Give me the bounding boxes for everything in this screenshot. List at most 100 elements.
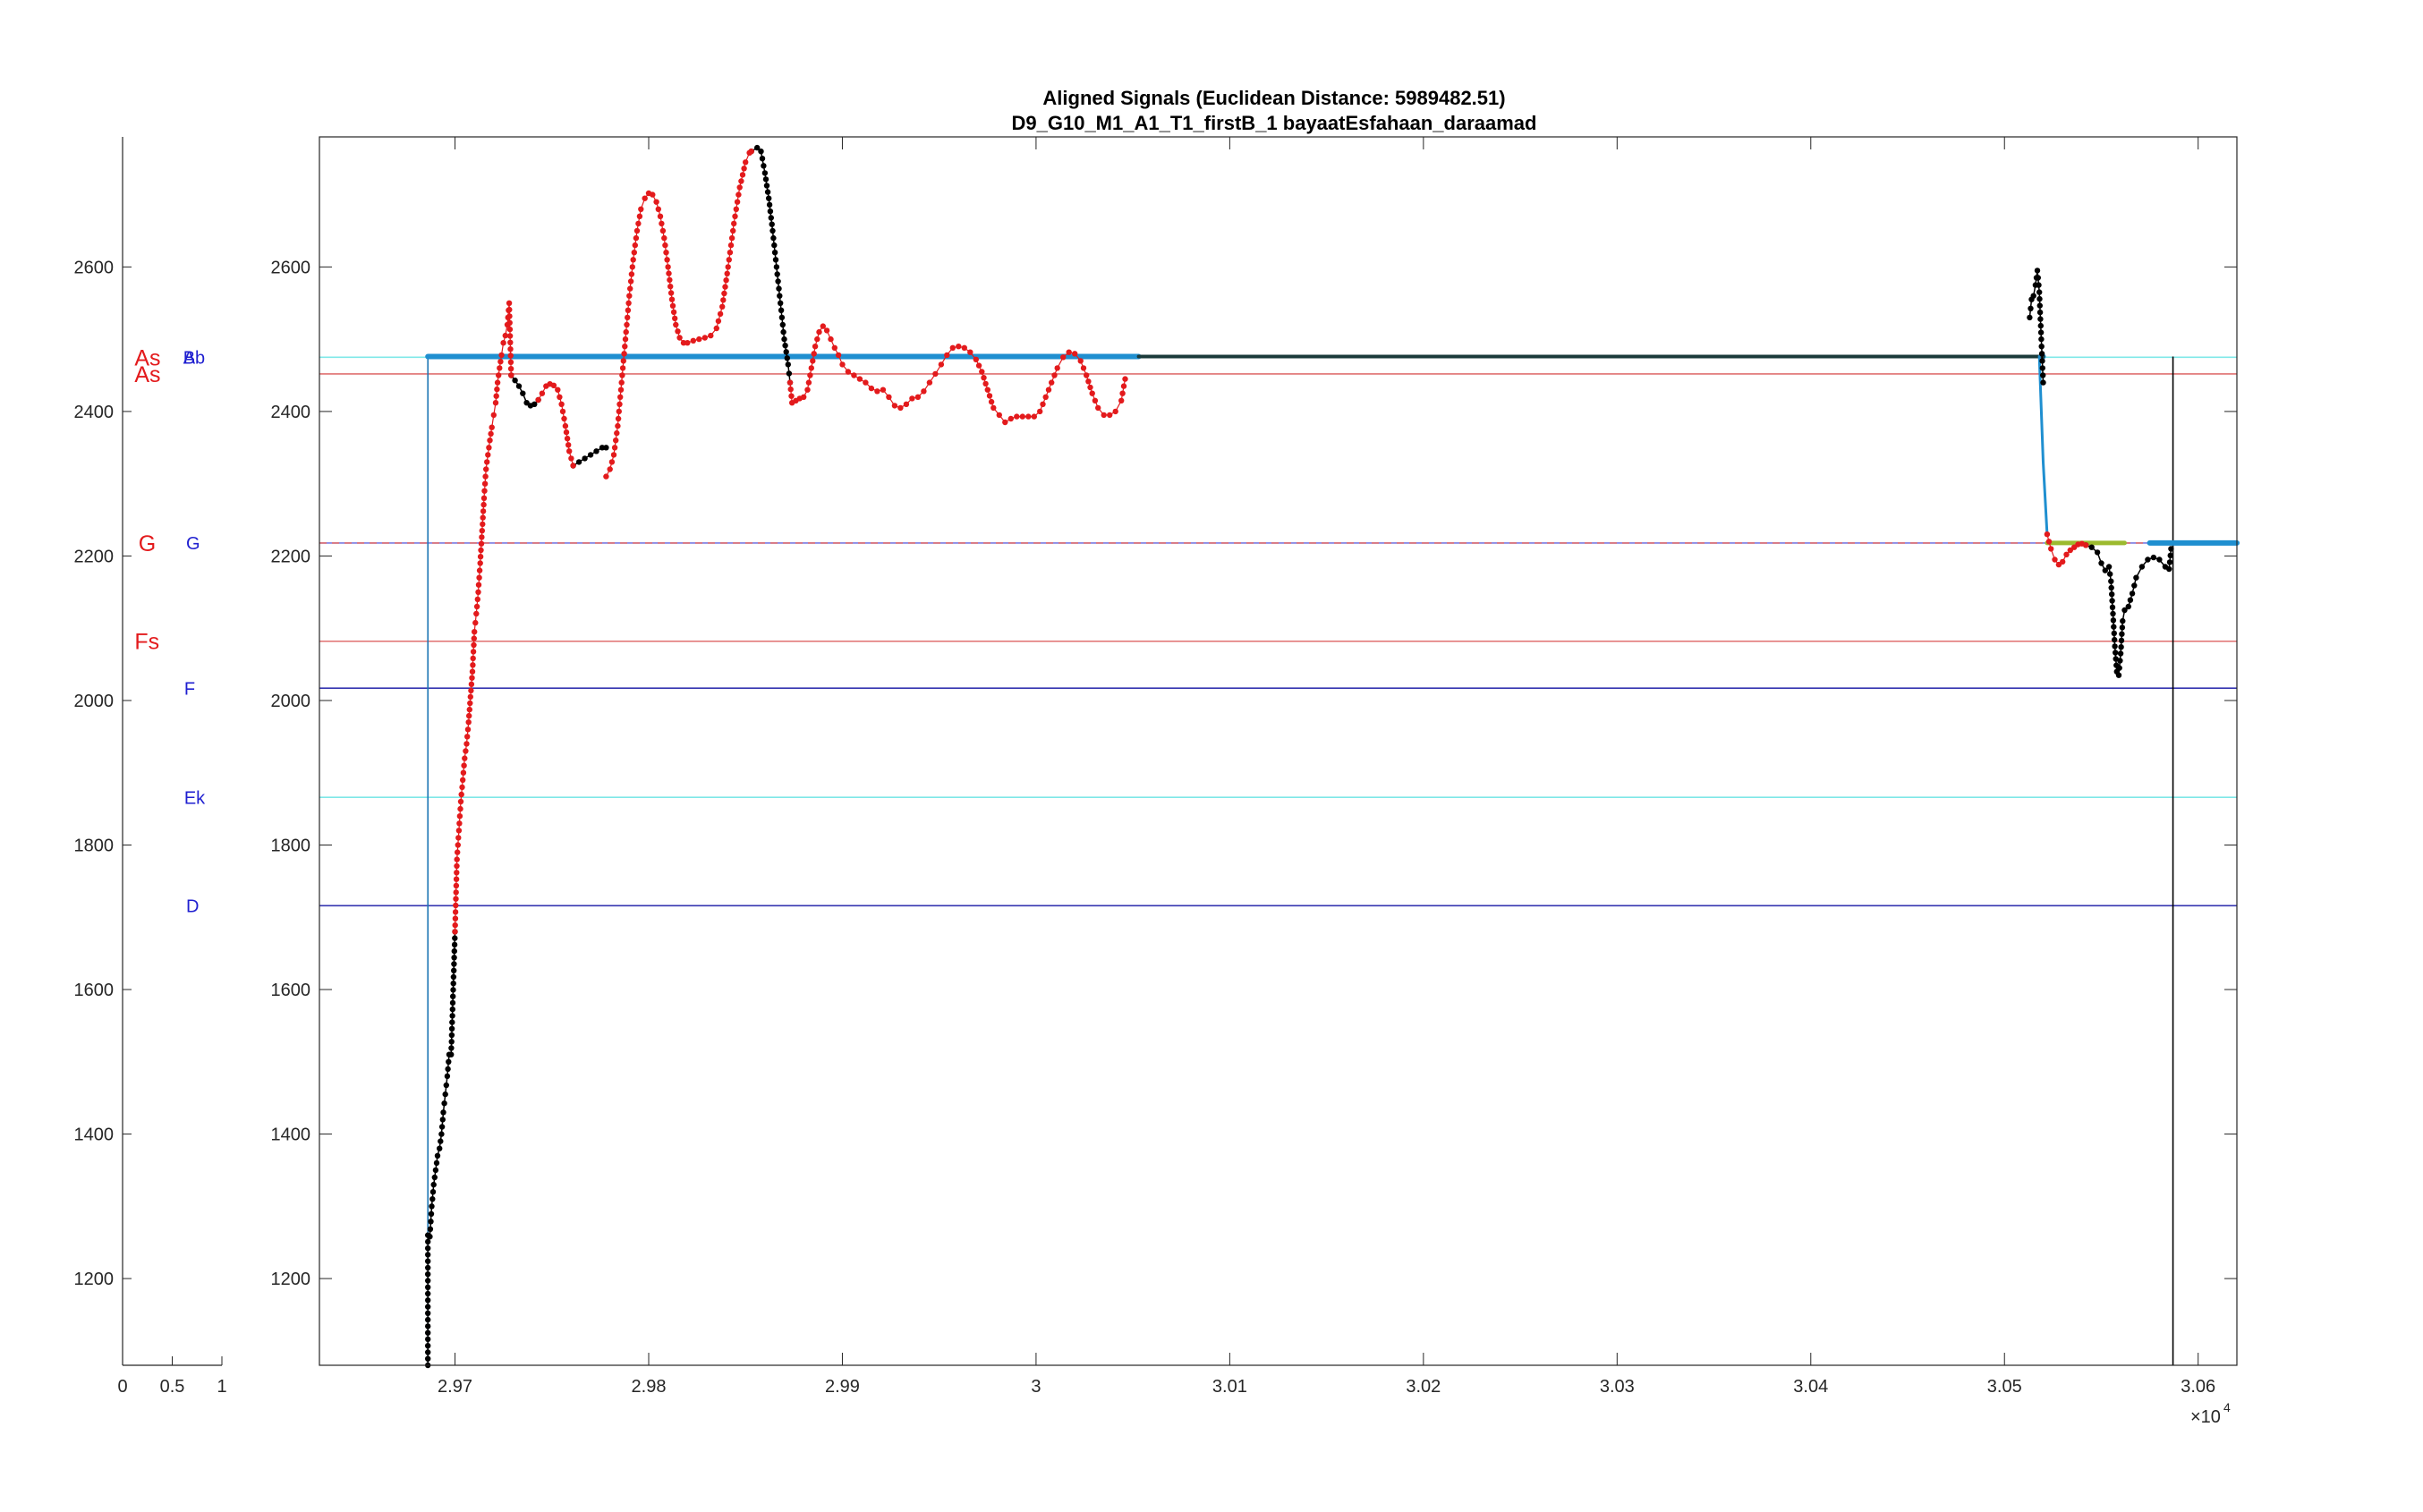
- data-point: [1049, 379, 1055, 386]
- data-point: [625, 307, 632, 313]
- data-point: [2040, 372, 2046, 378]
- data-point: [2094, 549, 2101, 556]
- data-point: [2156, 556, 2163, 563]
- data-point: [429, 1196, 436, 1202]
- data-point: [615, 415, 622, 422]
- data-point: [502, 332, 508, 339]
- data-point: [863, 379, 869, 386]
- data-point: [2105, 564, 2113, 570]
- note-label: D: [186, 897, 199, 917]
- data-point: [775, 278, 781, 285]
- data-point: [480, 514, 486, 521]
- data-point: [629, 264, 635, 270]
- data-point: [562, 422, 569, 429]
- data-point: [784, 355, 790, 361]
- data-point: [770, 234, 777, 242]
- data-point: [622, 344, 628, 350]
- data-point: [507, 339, 514, 345]
- data-point: [1045, 386, 1052, 393]
- data-point: [719, 303, 726, 310]
- main-axes: 1200 1400 1600 1800 2000 2200 2400 2600 2.97 2.98…: [271, 136, 2238, 1397]
- data-point: [497, 359, 504, 365]
- data-point: [2052, 556, 2058, 563]
- data-point: [448, 1025, 455, 1032]
- data-point: [2116, 665, 2122, 671]
- data-point: [613, 437, 619, 444]
- data-point: [816, 328, 822, 336]
- left-y-tick-label: 2600: [74, 258, 115, 277]
- data-point: [463, 748, 469, 754]
- data-point: [1122, 376, 1128, 382]
- data-point: [480, 495, 488, 501]
- data-point: [616, 408, 622, 415]
- data-point: [1040, 401, 1046, 407]
- data-point: [655, 206, 661, 212]
- data-point: [2035, 275, 2041, 281]
- data-point: [512, 378, 518, 384]
- data-point: [820, 323, 826, 329]
- data-point: [667, 284, 674, 290]
- data-point: [477, 554, 484, 560]
- data-point: [1084, 372, 1090, 378]
- data-point: [856, 376, 863, 382]
- data-point: [432, 1167, 439, 1174]
- data-point: [603, 445, 609, 451]
- series-6: [452, 149, 2089, 935]
- data-point: [823, 327, 830, 334]
- data-point: [670, 309, 677, 316]
- reference-lines: [319, 356, 2237, 907]
- data-point: [463, 741, 470, 747]
- data-point: [480, 508, 487, 514]
- data-point: [603, 473, 609, 480]
- data-point: [452, 915, 459, 922]
- data-point: [452, 935, 458, 941]
- data-point: [767, 208, 774, 215]
- data-point: [428, 1219, 434, 1225]
- data-point: [635, 220, 642, 227]
- data-point: [555, 386, 561, 393]
- data-point: [2063, 551, 2070, 557]
- data-point: [722, 284, 728, 290]
- data-point: [1107, 412, 1113, 419]
- data-point: [568, 455, 574, 462]
- data-point: [439, 1117, 446, 1123]
- data-point: [454, 856, 460, 862]
- data-point: [472, 619, 479, 626]
- data-point: [1025, 413, 1032, 420]
- data-point: [467, 693, 473, 701]
- data-point: [1054, 365, 1060, 371]
- main-y-tick-label: 2600: [271, 258, 311, 277]
- data-point: [484, 459, 490, 465]
- data-point: [2115, 672, 2122, 678]
- main-x-tick-label: 3.01: [1212, 1377, 1247, 1397]
- data-point: [575, 459, 582, 465]
- data-point: [2036, 282, 2042, 288]
- data-point: [758, 149, 764, 155]
- data-point: [455, 842, 461, 848]
- data-point: [721, 290, 727, 297]
- data-point: [814, 336, 820, 343]
- data-point: [464, 734, 471, 740]
- data-point: [778, 314, 786, 321]
- data-point: [727, 250, 734, 256]
- data-point: [616, 401, 623, 407]
- data-point: [618, 379, 625, 386]
- data-point: [851, 372, 857, 378]
- data-point: [828, 336, 834, 343]
- data-point: [507, 359, 514, 365]
- data-point: [2030, 293, 2036, 299]
- data-point: [975, 362, 982, 369]
- data-point: [442, 1091, 448, 1098]
- data-point: [2027, 314, 2033, 321]
- data-point: [2088, 544, 2095, 550]
- data-point: [808, 365, 814, 371]
- data-point: [886, 394, 892, 400]
- data-point: [675, 328, 681, 335]
- main-x-tick-label: 3.02: [1406, 1377, 1441, 1397]
- data-point: [482, 473, 489, 480]
- data-point: [485, 452, 491, 458]
- data-point: [429, 1189, 437, 1195]
- data-point: [558, 401, 565, 407]
- data-point: [661, 234, 667, 242]
